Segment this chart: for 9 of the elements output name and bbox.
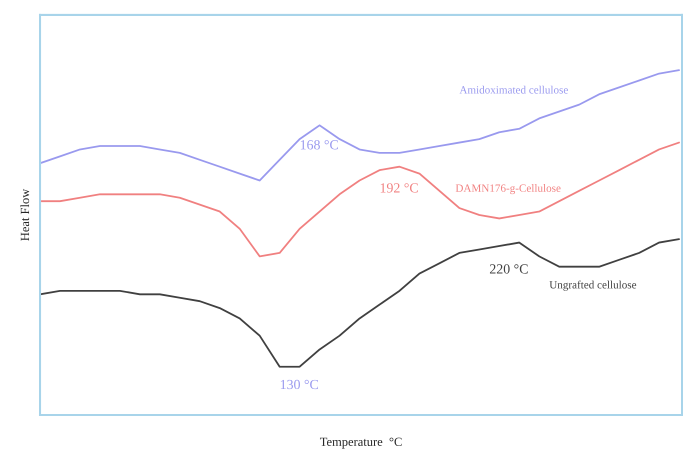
annotation: 192 °C — [380, 183, 418, 193]
series-label: Amidoximated cellulose — [459, 86, 568, 94]
annotation: 168 °C — [300, 140, 338, 150]
series-label: DAMN176-g-Cellulose — [456, 184, 561, 194]
y-axis-title: Heat Flow — [20, 188, 30, 241]
annotation: 220 °C — [490, 264, 528, 274]
annotation: 130 °C — [280, 380, 318, 390]
x-axis-title: Temperature °C — [320, 438, 402, 449]
series-label: Ungrafted cellulose — [549, 280, 636, 291]
